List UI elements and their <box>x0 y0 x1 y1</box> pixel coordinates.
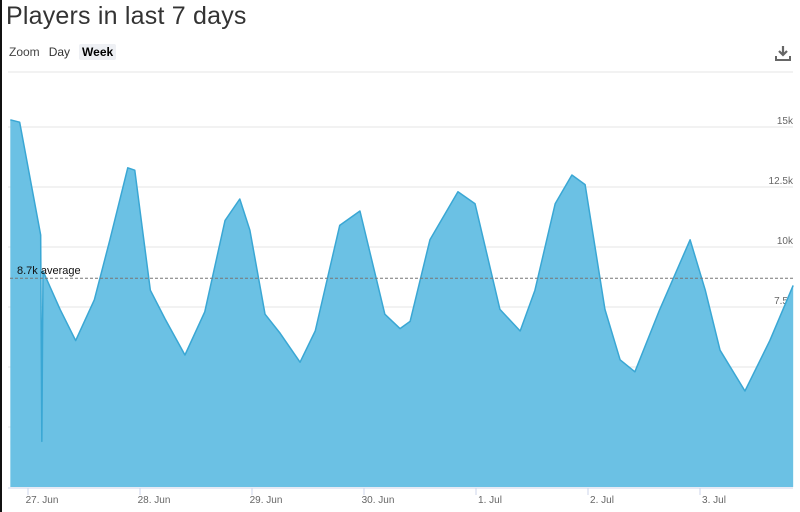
chart-title: Players in last 7 days <box>6 2 247 30</box>
x-tick-label: 2. Jul <box>590 495 614 506</box>
zoom-week-button[interactable]: Week <box>79 44 117 60</box>
zoom-label: Zoom <box>9 45 40 59</box>
zoom-controls: Zoom Day Week <box>9 44 117 60</box>
x-tick-label: 27. Jun <box>26 495 59 506</box>
average-label: 8.7k average <box>17 265 81 277</box>
x-tick-label: 28. Jun <box>138 495 171 506</box>
series-line <box>10 119 794 443</box>
y-tick-label: 12.5k <box>769 176 794 187</box>
y-tick-label: 7.5k <box>774 296 794 307</box>
x-tick-label: 3. Jul <box>702 495 726 506</box>
x-tick-label: 30. Jun <box>362 495 395 506</box>
y-tick-label: 15k <box>777 116 794 127</box>
zoom-day-button[interactable]: Day <box>48 45 71 59</box>
area-fill <box>10 119 794 488</box>
download-icon[interactable] <box>774 44 792 62</box>
y-tick-label: 10k <box>777 236 794 247</box>
left-edge <box>0 0 2 512</box>
x-tick-label: 1. Jul <box>478 495 502 506</box>
x-tick-label: 29. Jun <box>250 495 283 506</box>
